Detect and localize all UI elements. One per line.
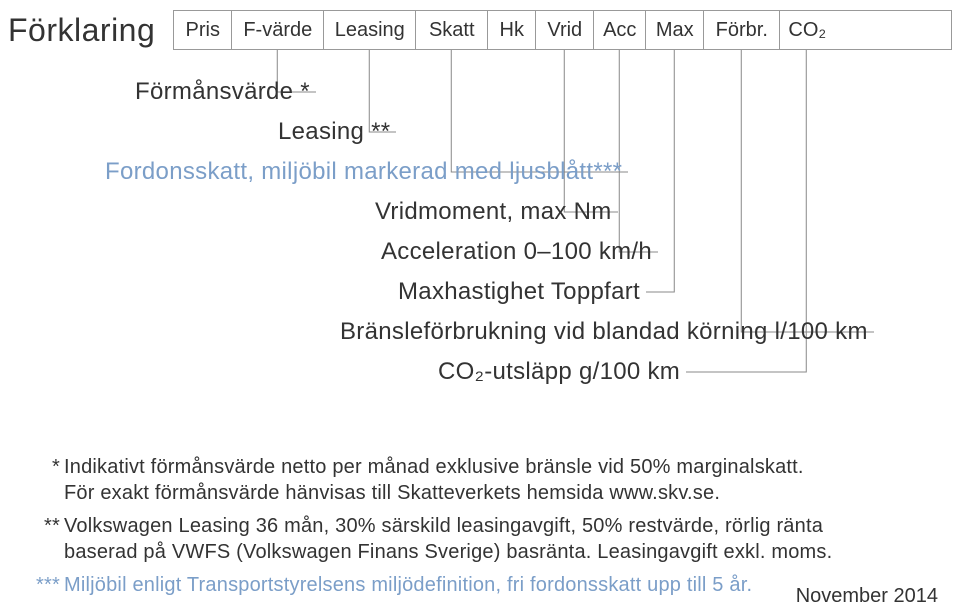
footnotes: *Indikativt förmånsvärde netto per månad…: [22, 454, 938, 604]
callout-label-vridmoment: Vridmoment, max Nm: [375, 198, 612, 226]
callout-label-bransle: Bränsleförbrukning vid blandad körning l…: [340, 318, 868, 346]
callout-label-co2: CO₂-utsläpp g/100 km: [438, 358, 680, 386]
column-header-leasing: Leasing: [324, 11, 416, 49]
footnote: **Volkswagen Leasing 36 mån, 30% särskil…: [22, 513, 938, 566]
footnote-text: Indikativt förmånsvärde netto per månad …: [64, 456, 804, 504]
column-header-skatt: Skatt: [416, 11, 488, 49]
footnote-marker: *: [22, 454, 60, 480]
footnote-text: Volkswagen Leasing 36 mån, 30% särskild …: [64, 515, 832, 563]
column-header-hk: Hk: [488, 11, 536, 49]
column-header-cells: PrisF-värdeLeasingSkattHkVridAccMaxFörbr…: [173, 10, 952, 50]
callout-label-leasing: Leasing **: [278, 118, 390, 146]
callout-label-acceleration: Acceleration 0–100 km/h: [381, 238, 652, 266]
column-header-f-värde: F-värde: [232, 11, 324, 49]
date-label: November 2014: [796, 585, 938, 608]
column-header-max: Max: [646, 11, 704, 49]
callout-label-formansvarde: Förmånsvärde *: [135, 78, 310, 106]
column-header-förbr.: Förbr.: [704, 11, 780, 49]
footnote-marker: ***: [22, 572, 60, 598]
column-header-pris: Pris: [174, 11, 232, 49]
footnote-text: Miljöbil enligt Transportstyrelsens milj…: [64, 574, 752, 596]
page-title: Förklaring: [8, 12, 173, 49]
footnote: *Indikativt förmånsvärde netto per månad…: [22, 454, 938, 507]
column-header-vrid: Vrid: [536, 11, 594, 49]
column-header-co₂: CO₂: [780, 11, 834, 49]
column-header-acc: Acc: [594, 11, 646, 49]
footnote-marker: **: [22, 513, 60, 539]
callout-label-fordonsskatt: Fordonsskatt, miljöbil markerad med ljus…: [105, 158, 622, 186]
header-row: Förklaring PrisF-värdeLeasingSkattHkVrid…: [8, 8, 952, 52]
callout-label-maxhastighet: Maxhastighet Toppfart: [398, 278, 640, 306]
